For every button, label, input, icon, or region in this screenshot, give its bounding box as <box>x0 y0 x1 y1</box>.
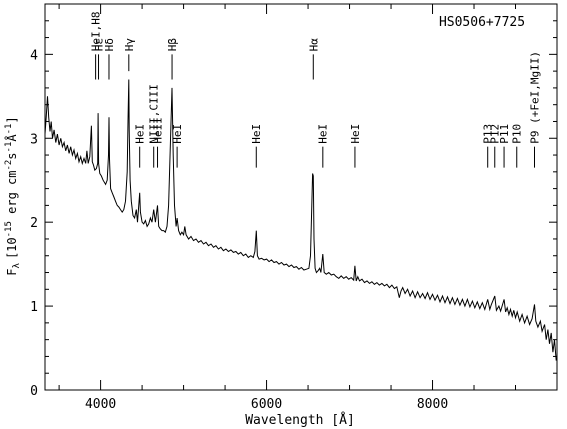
y-label-exp1: -15 <box>4 221 14 237</box>
annotation-label: Hε <box>93 38 106 51</box>
x-tick-label: 6000 <box>251 397 282 412</box>
y-label-bracket-close: ] <box>5 116 19 123</box>
y-label-exp2: -2 <box>4 160 14 171</box>
annotation-label: P13 <box>482 124 495 144</box>
y-label-exp4: -1 <box>4 124 14 135</box>
y-label-symbol: F <box>5 268 19 275</box>
annotation-label: HeI <box>171 124 184 144</box>
annotation-label: Hβ <box>166 38 179 52</box>
annotation-label: P11 <box>498 124 511 144</box>
y-label-erg: erg cm <box>5 171 19 222</box>
spectrum-line <box>44 79 557 361</box>
annotation-label: HeI <box>134 124 147 144</box>
y-tick-label: 2 <box>30 216 38 231</box>
annotation-label: HeI <box>317 124 330 144</box>
y-tick-label: 0 <box>30 384 38 399</box>
y-label-ang: Å <box>4 134 19 142</box>
y-label-s: s <box>5 152 19 159</box>
y-tick-label: 4 <box>30 48 38 63</box>
x-tick-label: 4000 <box>85 397 116 412</box>
annotation-label: P9 (+FeI,MgII) <box>528 51 541 144</box>
x-axis-label: Wavelength [Å] <box>245 412 355 428</box>
y-axis: 0 1 2 3 4 <box>30 20 557 399</box>
x-tick-label: 8000 <box>417 397 448 412</box>
annotation-label: NIII,CIII <box>148 84 161 144</box>
annotation-label: HeI,H8 <box>90 12 103 52</box>
y-label-bracket-open: [10 <box>5 237 19 259</box>
annotation-label: P12 <box>489 124 502 144</box>
annotation-label: Hδ <box>103 38 116 51</box>
annotation-label: Hγ <box>123 38 136 52</box>
chart-title: HS0506+7725 <box>439 15 525 30</box>
y-tick-label: 1 <box>30 300 38 315</box>
plot-frame <box>44 3 558 391</box>
annotation-label: HeII <box>151 117 164 144</box>
annotation-label: HeI <box>250 124 263 144</box>
y-tick-label: 3 <box>30 132 38 147</box>
annotation-label: P10 <box>511 124 524 144</box>
y-label-exp3: -1 <box>4 142 14 153</box>
annotation-label: HeI <box>349 124 362 144</box>
x-axis: 4000 6000 8000 <box>58 4 517 412</box>
y-label-sub: λ <box>12 262 22 268</box>
annotation-label: Hα <box>307 38 320 52</box>
y-axis-label: Fλ[10-15 erg cm-2s-1Å-1] <box>4 116 22 275</box>
